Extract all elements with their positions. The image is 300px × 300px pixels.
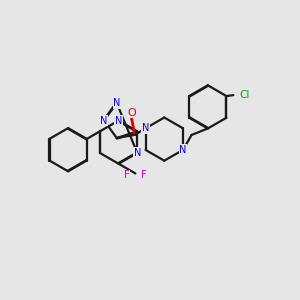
Text: F: F [124,170,130,180]
Text: F: F [141,170,147,180]
Text: N: N [100,116,108,126]
Text: N: N [179,145,187,155]
Text: N: N [134,148,141,158]
Text: N: N [115,116,122,126]
Text: O: O [128,108,136,118]
Text: N: N [142,123,149,133]
Text: Cl: Cl [239,90,250,100]
Text: N: N [113,98,120,108]
